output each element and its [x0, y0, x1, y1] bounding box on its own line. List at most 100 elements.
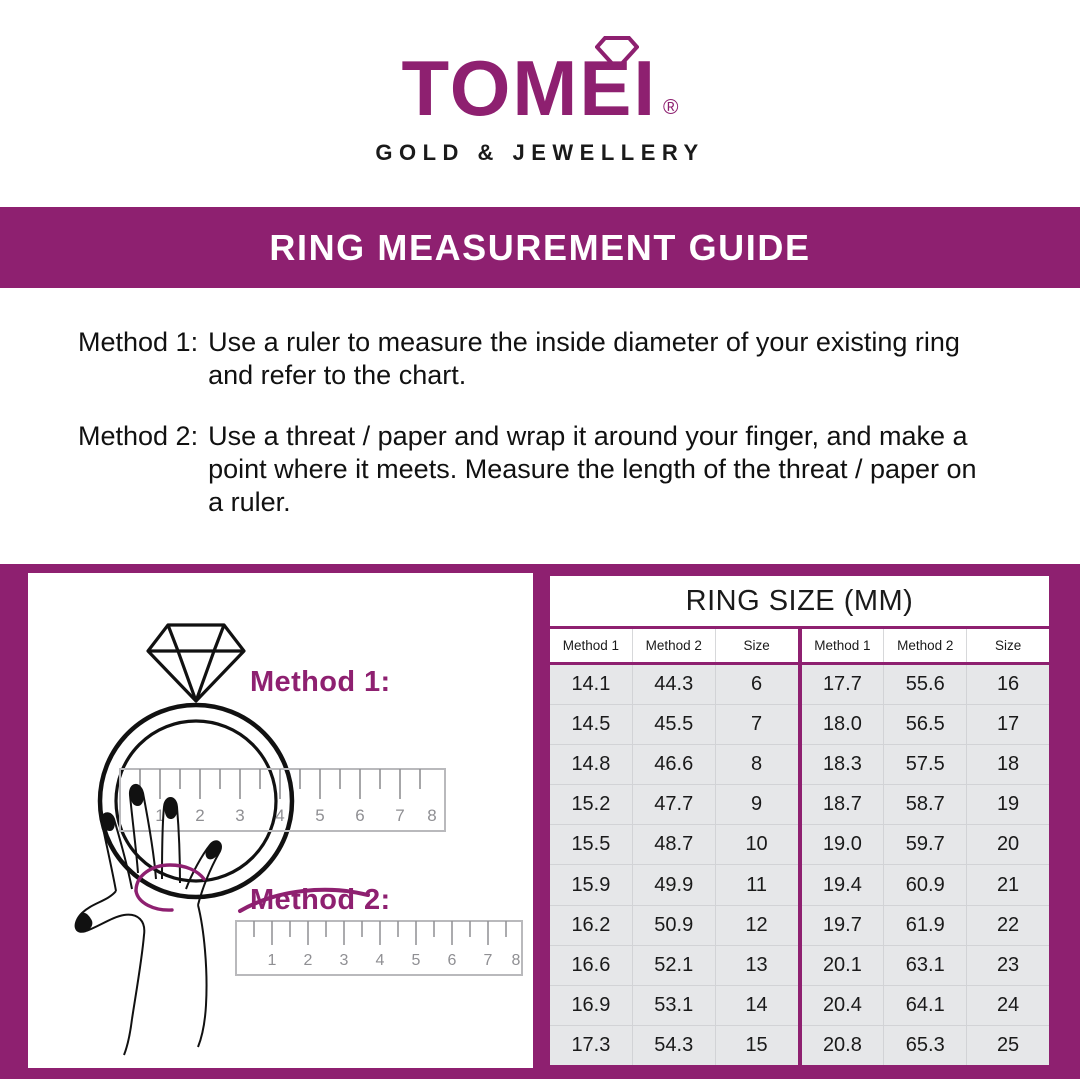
table-cell: 15: [745, 1033, 768, 1056]
illustration-label-method-2: Method 2:: [250, 884, 391, 916]
table-cell: 19.0: [802, 825, 885, 865]
hand-with-thread-icon: [74, 784, 222, 1056]
table-cell: 18.3: [802, 745, 885, 785]
table-row: 15.5 48.7 10: [550, 825, 798, 866]
thread-arc-icon: [238, 887, 370, 913]
table-row: 15.9 49.9 11: [550, 865, 798, 906]
table-cell: 61.9: [884, 905, 968, 945]
table-cell: 17: [996, 713, 1020, 736]
table-row: 14.8 46.6 8: [550, 745, 798, 786]
table-cell: 20: [996, 833, 1020, 856]
table-cell: 18: [996, 753, 1020, 776]
table-row: 17.7 55.6 16: [801, 665, 1049, 706]
table-row: 17.3 54.3 15: [550, 1025, 798, 1065]
table-cell: 56.5: [884, 705, 968, 745]
table-row: 19.4 60.9 21: [801, 865, 1049, 906]
table-cell: 64.1: [884, 985, 968, 1025]
table-cell: 16.9: [550, 985, 633, 1025]
table-cell: 18.7: [802, 785, 885, 825]
table-cell: 18.0: [802, 705, 885, 745]
table-row: 19.0 59.7 20: [801, 825, 1049, 866]
table-cell: 15.5: [550, 825, 633, 865]
table-cell: 47.7: [633, 785, 716, 825]
svg-text:8: 8: [427, 806, 436, 825]
svg-text:3: 3: [235, 806, 244, 825]
table-cell: 44.3: [633, 665, 716, 705]
table-cell: 63.1: [884, 945, 968, 985]
table-row: 20.8 65.3 25: [801, 1025, 1049, 1065]
instruction-method-2: Method 2: Use a threat / paper and wrap …: [78, 420, 1020, 519]
svg-text:2: 2: [195, 806, 204, 825]
table-cell: 54.3: [633, 1025, 716, 1065]
column-header-method-2: Method 2: [884, 629, 968, 662]
table-cell: 60.9: [884, 865, 968, 905]
table-cell: 20.8: [802, 1025, 885, 1065]
table-body-wrapper: Method 1 Method 2 Size 14.1 44.3 6 14.5 45.5…: [547, 629, 1052, 1068]
table-cell: 16: [996, 673, 1020, 696]
thread-icon: [134, 863, 206, 893]
svg-text:6: 6: [448, 952, 457, 969]
illustration-label-method-1: Method 1:: [250, 666, 391, 698]
svg-text:4: 4: [275, 806, 284, 825]
table-body-right: 17.7 55.6 16 18.0 56.5 17 18.3 57.5 18 18.7 58.7 19…: [801, 665, 1049, 1065]
svg-text:7: 7: [395, 806, 404, 825]
table-cell: 6: [751, 673, 763, 696]
table-cell: 49.9: [633, 865, 716, 905]
table-cell: 16.6: [550, 945, 633, 985]
table-cell: 25: [996, 1033, 1020, 1056]
table-cell: 23: [996, 953, 1020, 976]
page-title-banner: RING MEASUREMENT GUIDE: [0, 207, 1080, 288]
table-cell: 14: [745, 993, 768, 1016]
table-cell: 19: [996, 793, 1020, 816]
table-row: 18.3 57.5 18: [801, 745, 1049, 786]
table-cell: 50.9: [633, 905, 716, 945]
svg-text:1: 1: [268, 952, 277, 969]
table-title: RING SIZE (MM): [685, 584, 914, 617]
table-row: 15.2 47.7 9: [550, 785, 798, 826]
registered-mark: ®: [663, 95, 679, 119]
table-body-left: 14.1 44.3 6 14.5 45.5 7 14.8 46.6 8 15.2 47.7 9 15.5…: [550, 665, 798, 1065]
table-cell: 14.8: [550, 745, 633, 785]
table-cell: 12: [745, 913, 768, 936]
table-cell: 22: [996, 913, 1020, 936]
instruction-label: Method 2:: [78, 420, 199, 451]
table-cell: 65.3: [884, 1025, 968, 1065]
table-row: 20.1 63.1 23: [801, 945, 1049, 986]
table-row: 16.9 53.1 14: [550, 985, 798, 1026]
diamond-ring-icon: [97, 623, 295, 900]
diamond-icon: [594, 35, 639, 70]
column-header-size: Size: [743, 638, 770, 653]
table-cell: 45.5: [633, 705, 716, 745]
logo-tagline: GOLD & JEWELLERY: [375, 139, 705, 165]
table-cell: 9: [751, 793, 763, 816]
table-cell: 16.2: [550, 905, 633, 945]
illustrations-svg: 1 2 3 4 5 6 7 8: [74, 623, 523, 1056]
table-cell: 7: [751, 713, 763, 736]
table-cell: 8: [751, 753, 763, 776]
svg-text:1: 1: [155, 806, 164, 825]
table-half-right: Method 1 Method 2 Size 17.7 55.6 16 18.0 56.…: [799, 629, 1052, 1068]
table-title-row: RING SIZE (MM): [547, 573, 1052, 629]
svg-text:6: 6: [355, 806, 364, 825]
table-cell: 19.7: [802, 905, 885, 945]
svg-text:7: 7: [484, 952, 493, 969]
table-cell: 52.1: [633, 945, 716, 985]
table-cell: 20.1: [802, 945, 885, 985]
table-cell: 14.1: [550, 665, 633, 705]
column-header-size: Size: [994, 638, 1022, 653]
table-cell: 48.7: [633, 825, 716, 865]
instructions-section: Method 1: Use a ruler to measure the ins…: [0, 288, 1080, 564]
svg-text:8: 8: [512, 952, 521, 969]
illustration-panel: 1 2 3 4 5 6 7 8: [28, 573, 533, 1068]
table-cell: 15.9: [550, 865, 633, 905]
column-header-method-1: Method 1: [802, 629, 885, 662]
table-cell: 59.7: [884, 825, 968, 865]
table-row: 18.0 56.5 17: [801, 705, 1049, 746]
table-row: 14.1 44.3 6: [550, 665, 798, 706]
svg-text:3: 3: [340, 952, 349, 969]
table-cell: 57.5: [884, 745, 968, 785]
table-cell: 17.7: [802, 665, 885, 705]
table-cell: 58.7: [884, 785, 968, 825]
column-header-method-2: Method 2: [633, 629, 716, 662]
